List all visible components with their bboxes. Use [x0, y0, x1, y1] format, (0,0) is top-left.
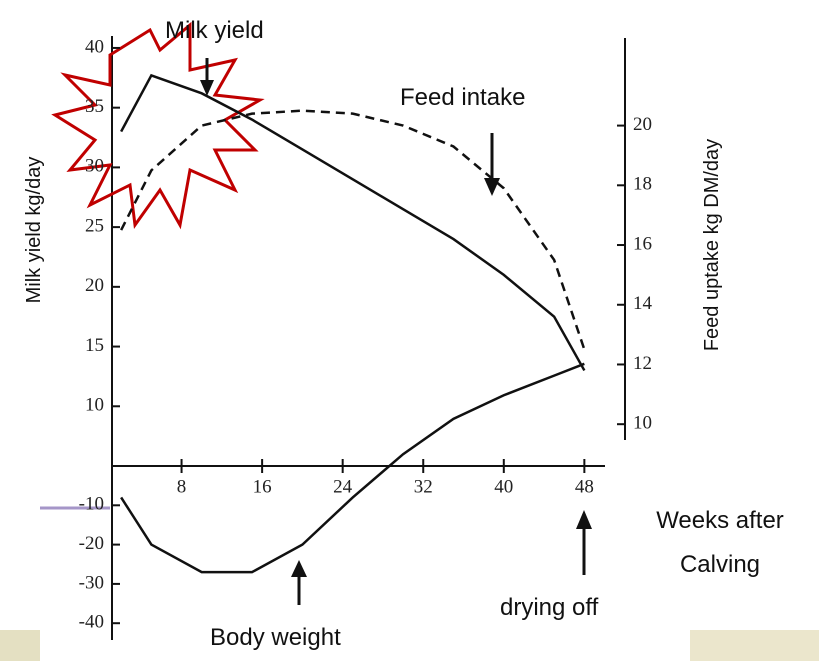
- x-tick-label: 16: [253, 476, 272, 497]
- y-tick-label: 30: [85, 156, 104, 177]
- annotation: Feed intake: [400, 84, 525, 111]
- x-tick-label: 24: [333, 476, 353, 497]
- series-line: [120, 362, 585, 574]
- x-tick-label: 8: [177, 476, 187, 497]
- y3-tick-label: -10: [79, 494, 104, 515]
- y2-tick-label: 16: [633, 233, 652, 254]
- annotation: drying off: [500, 594, 599, 621]
- series-line: [120, 109, 586, 350]
- x-tick-label: 40: [494, 476, 513, 497]
- y2-tick-label: 12: [633, 353, 652, 374]
- x-tick-label: 32: [414, 476, 433, 497]
- y-tick-label: 40: [85, 36, 104, 57]
- y-tick-label: 35: [85, 96, 104, 117]
- y3-tick-label: -30: [79, 572, 104, 593]
- series-line: [120, 73, 586, 372]
- x-tick-label: 48: [575, 476, 594, 497]
- annotation: Body weight: [210, 624, 341, 651]
- y-tick-label: 10: [85, 395, 104, 416]
- y2-tick-label: 14: [633, 293, 653, 314]
- texture: [690, 630, 819, 661]
- annotation: Milk yield: [165, 17, 264, 44]
- y2-tick-label: 18: [633, 174, 652, 195]
- y3-tick-label: -20: [79, 533, 104, 554]
- y-tick-label: 25: [85, 215, 104, 236]
- x-axis-label: Weeks after: [656, 507, 784, 534]
- y2-tick-label: 20: [633, 114, 652, 135]
- y2-tick-label: 10: [633, 413, 652, 434]
- y-tick-label: 20: [85, 275, 104, 296]
- starburst: [51, 21, 265, 230]
- texture: [0, 630, 40, 661]
- arrows: [200, 58, 592, 605]
- x-axis-label: Calving: [680, 551, 760, 578]
- y3-tick-label: -40: [79, 612, 104, 633]
- y2-axis-label: Feed uptake kg DM/day: [701, 139, 723, 351]
- y-axis-label: Milk yield kg/day: [23, 157, 45, 304]
- y-tick-label: 15: [85, 335, 104, 356]
